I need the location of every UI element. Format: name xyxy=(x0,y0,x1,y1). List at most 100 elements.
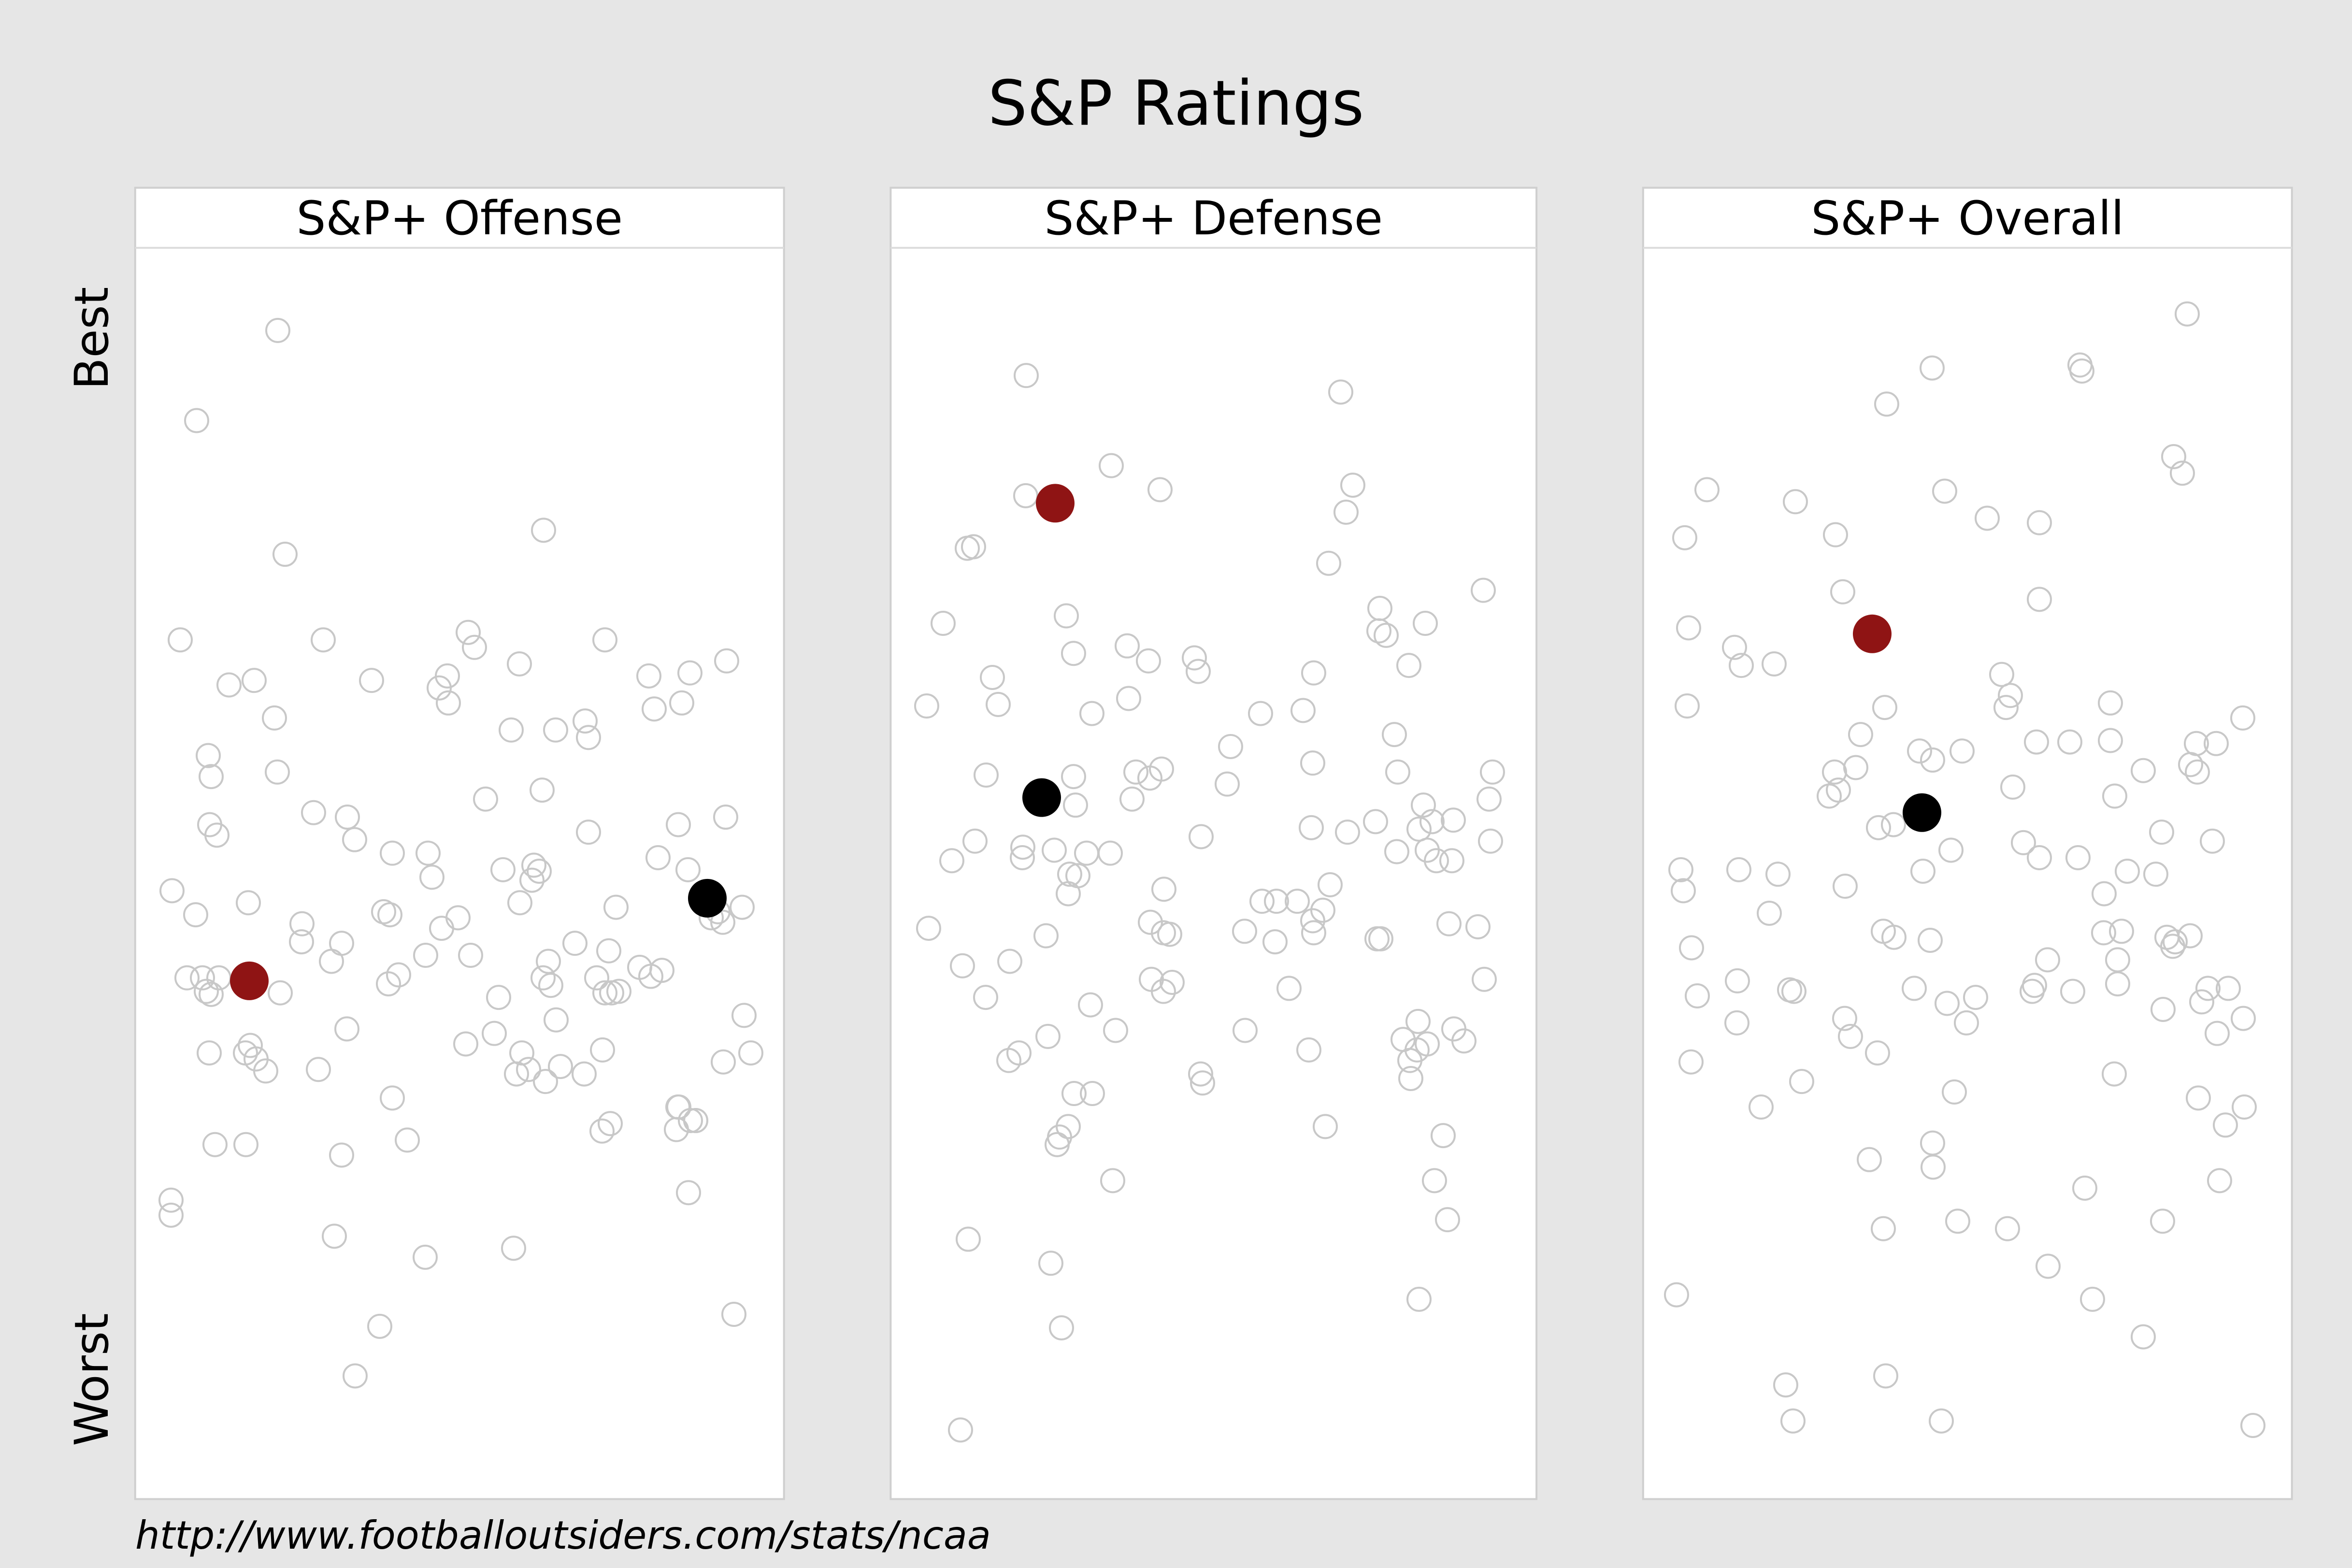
team-marker xyxy=(714,648,739,674)
team-marker xyxy=(1048,1315,1074,1340)
team-marker xyxy=(710,1049,736,1075)
team-marker xyxy=(342,827,367,852)
team-marker xyxy=(2114,858,2140,884)
team-marker xyxy=(1773,1372,1798,1398)
team-marker xyxy=(1822,522,1848,547)
team-marker xyxy=(1364,926,1390,951)
team-marker xyxy=(677,660,703,686)
team-marker xyxy=(1781,978,1807,1004)
team-marker xyxy=(1035,1023,1061,1049)
team-marker xyxy=(1077,992,1103,1018)
team-marker xyxy=(264,759,290,785)
team-marker xyxy=(189,965,215,991)
team-marker xyxy=(1214,771,1240,797)
team-marker xyxy=(2091,881,2117,906)
team-marker xyxy=(571,1061,597,1087)
team-marker xyxy=(645,845,671,870)
team-marker xyxy=(1997,683,2023,708)
team-marker xyxy=(710,909,735,935)
team-marker xyxy=(2097,728,2123,753)
team-marker xyxy=(458,943,483,968)
team-marker xyxy=(267,980,293,1006)
team-marker xyxy=(1832,874,1858,899)
team-marker xyxy=(167,627,193,653)
team-marker xyxy=(1728,653,1754,678)
team-marker xyxy=(289,911,315,936)
team-marker xyxy=(359,668,384,693)
team-marker xyxy=(683,1108,708,1133)
team-marker xyxy=(521,852,546,878)
team-marker xyxy=(641,696,667,722)
team-marker xyxy=(386,962,411,988)
team-marker xyxy=(1932,478,1957,504)
team-marker xyxy=(2000,774,2025,800)
team-marker xyxy=(2143,862,2168,887)
team-marker xyxy=(1053,603,1079,629)
team-marker xyxy=(947,1417,973,1443)
team-marker xyxy=(1232,1018,1258,1043)
team-marker xyxy=(1185,659,1211,684)
team-marker xyxy=(473,786,498,812)
team-marker xyxy=(453,1031,478,1057)
team-marker xyxy=(1476,786,1502,812)
team-marker xyxy=(1381,722,1407,748)
team-marker xyxy=(288,929,314,955)
panels-layer: S&P+ Offense S&P+ Defense S&P+ Overall xyxy=(134,187,2293,1500)
team-marker xyxy=(1765,862,1791,887)
panel-2: S&P+ Defense xyxy=(889,187,1538,1500)
team-marker xyxy=(543,717,568,743)
team-marker xyxy=(1870,1216,1896,1241)
team-marker xyxy=(1316,550,1341,576)
team-marker xyxy=(543,1007,569,1033)
team-marker xyxy=(2057,729,2082,755)
team-marker xyxy=(1384,839,1409,864)
team-marker xyxy=(1276,976,1302,1001)
team-marker xyxy=(589,1118,615,1144)
team-marker xyxy=(1949,738,1975,764)
team-marker xyxy=(1477,828,1503,854)
team-marker xyxy=(1726,857,1751,882)
team-marker xyxy=(1865,815,1891,840)
team-marker xyxy=(196,1040,222,1066)
team-marker xyxy=(1941,1079,1967,1105)
team-marker xyxy=(507,890,532,916)
highlight-marker-red xyxy=(1852,614,1892,653)
team-marker xyxy=(1674,693,1700,719)
team-marker xyxy=(2149,820,2174,845)
team-marker xyxy=(435,690,461,716)
team-marker xyxy=(310,627,336,653)
team-marker xyxy=(1188,1061,1213,1087)
highlight-marker-black xyxy=(1902,793,1941,832)
team-marker xyxy=(2161,444,2186,470)
team-marker xyxy=(2184,759,2210,785)
team-marker xyxy=(415,840,441,866)
team-marker xyxy=(1694,477,1720,503)
team-marker xyxy=(2072,1175,2097,1201)
team-marker xyxy=(1670,878,1696,904)
team-marker xyxy=(2160,934,2185,959)
team-marker xyxy=(2065,845,2091,870)
team-marker xyxy=(413,943,438,968)
team-marker xyxy=(1761,651,1787,676)
team-marker xyxy=(2130,1324,2156,1350)
team-marker xyxy=(1119,786,1145,812)
team-marker xyxy=(375,971,401,997)
team-marker xyxy=(158,1202,184,1228)
team-marker xyxy=(1664,1282,1689,1308)
team-marker xyxy=(1953,1010,1979,1036)
team-marker xyxy=(1430,1123,1456,1149)
team-marker xyxy=(1249,889,1275,914)
team-marker xyxy=(1333,500,1359,525)
y-axis-label-worst: Worst xyxy=(65,1313,119,1446)
team-marker xyxy=(2230,1006,2256,1031)
team-marker xyxy=(1412,611,1438,636)
team-marker xyxy=(1756,901,1782,926)
team-marker xyxy=(1150,978,1176,1004)
team-marker xyxy=(1010,834,1035,860)
team-marker xyxy=(675,857,701,882)
team-marker xyxy=(1423,848,1449,874)
team-marker xyxy=(914,693,939,719)
team-marker xyxy=(1310,897,1335,923)
